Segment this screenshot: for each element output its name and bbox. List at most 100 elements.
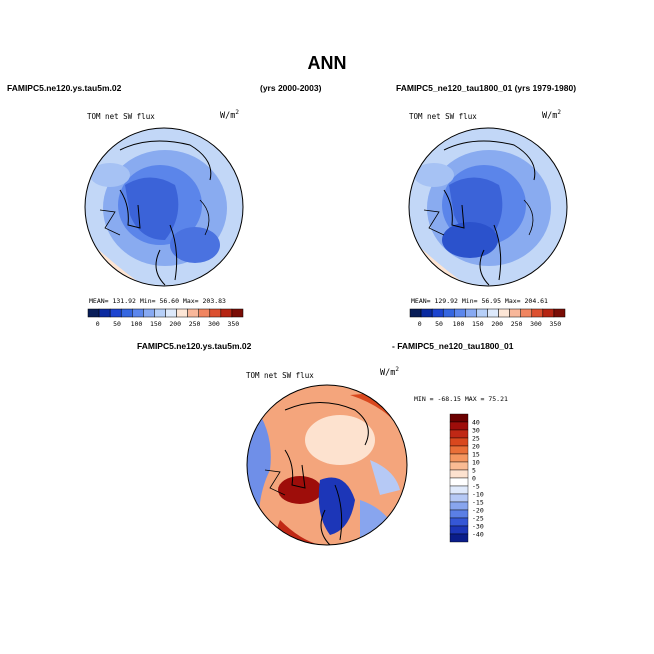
left-colorbar-swatch — [187, 308, 199, 318]
left-colorbar-tick-label: 250 — [189, 320, 201, 328]
right-colorbar-tick-label: 300 — [530, 320, 542, 328]
left-panel-units: W/m2 — [220, 109, 239, 121]
diff-case-a: FAMIPC5.ne120.ys.tau5m.02 — [137, 341, 252, 351]
diff-panel-units: W/m2 — [380, 366, 399, 378]
diff-colorbar-tick-label: -5 — [472, 483, 480, 491]
left-colorbar-swatch — [154, 308, 166, 318]
diff-colorbar-swatch — [449, 501, 469, 511]
left-colorbar-swatch — [109, 308, 122, 318]
diff-colorbar-swatch — [449, 469, 469, 479]
right-units-text: W/m — [542, 110, 558, 121]
right-case-name: FAMIPC5_ne120_tau1800_01 (yrs 1979-1980) — [396, 83, 577, 93]
right-colorbar-tick-label: 150 — [472, 320, 484, 328]
left-colorbar-swatch — [231, 308, 244, 318]
diff-colorbar-swatch — [449, 461, 469, 471]
diff-colorbar-tick-label: 30 — [472, 427, 480, 435]
diff-units-text: W/m — [380, 367, 396, 378]
diff-colorbar-tick-label: 0 — [472, 475, 476, 483]
diff-colorbar-swatch — [449, 493, 469, 503]
diff-colorbar-tick-label: 15 — [472, 451, 480, 459]
diff-colorbar-tick-label: 40 — [472, 419, 480, 427]
right-colorbar-swatch — [509, 308, 521, 318]
diff-case-b: - FAMIPC5_ne120_tau1800_01 — [392, 341, 514, 351]
diff-colorbar-swatch — [449, 413, 469, 423]
diff-colorbar-tick-label: 20 — [472, 443, 480, 451]
right-colorbar-swatch — [409, 308, 422, 318]
right-colorbar-swatch — [542, 308, 555, 318]
diff-colorbar-tick-label: -10 — [472, 491, 484, 499]
right-colorbar-swatch — [520, 308, 533, 318]
right-colorbar-tick-label: 50 — [435, 320, 443, 328]
right-colorbar-tick-label: 0 — [418, 320, 422, 328]
right-colorbar-swatch — [487, 308, 499, 318]
diff-colorbar-tick-label: 5 — [472, 467, 476, 475]
left-polar-map — [84, 127, 244, 287]
right-colorbar-swatch — [553, 308, 566, 318]
left-colorbar-swatch — [165, 308, 177, 318]
diff-colorbar-swatch — [449, 517, 469, 527]
right-colorbar-swatch — [531, 308, 544, 318]
left-colorbar-swatch — [220, 308, 233, 318]
diff-colorbar-swatch — [449, 437, 469, 447]
diff-colorbar-tick-label: -40 — [472, 531, 484, 539]
diff-panel-stats: MIN = -68.15 MAX = 75.21 — [414, 395, 508, 403]
right-units-sup: 2 — [557, 109, 561, 116]
right-panel-title: TOM net SW flux — [409, 112, 477, 121]
diff-colorbar-swatch — [449, 421, 469, 431]
left-case-years: (yrs 2000-2003) — [260, 83, 322, 93]
diff-colorbar-swatch — [449, 525, 469, 535]
diff-units-sup: 2 — [395, 366, 399, 373]
right-colorbar-tick-label: 350 — [549, 320, 561, 328]
left-units-sup: 2 — [235, 109, 239, 116]
right-colorbar-tick-label: 250 — [511, 320, 523, 328]
right-colorbar-swatch — [442, 308, 455, 318]
diff-colorbar-tick-label: 10 — [472, 459, 480, 467]
diff-colorbar-swatch — [449, 509, 469, 519]
diff-colorbar-swatch — [449, 485, 469, 495]
diff-colorbar-tick-label: -25 — [472, 515, 484, 523]
right-colorbar-swatch — [454, 308, 466, 318]
left-colorbar-tick-label: 150 — [150, 320, 162, 328]
left-panel-stats: MEAN= 131.92 Min= 56.60 Max= 203.83 — [89, 297, 226, 305]
diff-colorbar-tick-label: -30 — [472, 523, 484, 531]
left-colorbar-swatch — [143, 308, 155, 318]
right-panel-stats: MEAN= 129.92 Min= 56.95 Max= 204.61 — [411, 297, 548, 305]
left-colorbar-tick-label: 50 — [113, 320, 121, 328]
diff-colorbar-tick-label: -15 — [472, 499, 484, 507]
left-colorbar: 0 50 100 150 200 250 300 350 — [87, 308, 244, 328]
left-colorbar-swatch — [120, 308, 133, 318]
left-colorbar-swatch — [132, 308, 144, 318]
left-colorbar-tick-label: 200 — [169, 320, 181, 328]
left-colorbar-tick-label: 300 — [208, 320, 220, 328]
left-colorbar-swatch — [87, 308, 100, 318]
diff-panel-title: TOM net SW flux — [246, 371, 314, 380]
right-colorbar-swatch — [465, 308, 477, 318]
figure-title: ANN — [307, 53, 347, 73]
diff-colorbar-swatch — [449, 445, 469, 455]
left-panel-title: TOM net SW flux — [87, 112, 155, 121]
left-colorbar-tick-label: 350 — [227, 320, 239, 328]
left-case-name: FAMIPC5.ne120.ys.tau5m.02 — [7, 83, 122, 93]
diff-colorbar-tick-label: -20 — [472, 507, 484, 515]
right-colorbar-swatch — [420, 308, 433, 318]
left-units-text: W/m — [220, 110, 236, 121]
diff-colorbar-tick-label: 25 — [472, 435, 480, 443]
diff-colorbar-swatch — [449, 453, 469, 463]
diff-colorbar-swatch — [449, 429, 469, 439]
right-colorbar-swatch — [498, 308, 510, 318]
left-colorbar-swatch — [198, 308, 211, 318]
diff-colorbar-swatch — [449, 533, 469, 543]
left-colorbar-swatch — [98, 308, 111, 318]
left-colorbar-swatch — [209, 308, 222, 318]
left-colorbar-tick-label: 0 — [96, 320, 100, 328]
left-colorbar-swatch — [176, 308, 188, 318]
right-colorbar-tick-label: 100 — [453, 320, 465, 328]
left-colorbar-tick-label: 100 — [131, 320, 143, 328]
diff-colorbar-swatch — [449, 477, 469, 487]
right-panel-units: W/m2 — [542, 109, 561, 121]
right-colorbar-tick-label: 200 — [491, 320, 503, 328]
diff-polar-map — [246, 384, 408, 546]
right-colorbar-swatch — [476, 308, 488, 318]
